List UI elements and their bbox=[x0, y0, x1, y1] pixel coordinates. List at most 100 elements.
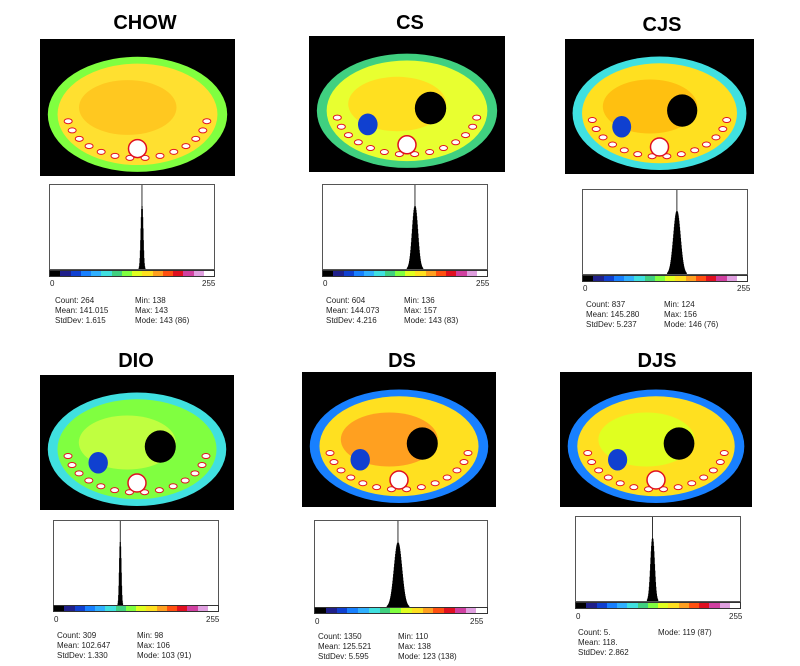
colorbar bbox=[582, 275, 748, 282]
histogram-bar bbox=[143, 263, 145, 269]
air-pocket bbox=[667, 94, 698, 127]
panel-title: CHOW bbox=[113, 12, 177, 34]
colorbar-swatch bbox=[101, 271, 112, 276]
rib bbox=[718, 126, 728, 133]
rib bbox=[74, 135, 84, 142]
ct-scan-image bbox=[309, 36, 505, 172]
colorbar-swatch bbox=[121, 271, 132, 276]
colorbar-swatch bbox=[624, 276, 635, 281]
rib bbox=[96, 483, 106, 490]
colorbar-swatch bbox=[197, 606, 208, 611]
organ-region bbox=[79, 80, 177, 135]
rib bbox=[325, 450, 335, 457]
colorbar-swatch bbox=[422, 608, 434, 613]
tick-label-max: 255 bbox=[206, 615, 220, 624]
stat-mean: Mean: 141.015 bbox=[55, 306, 109, 315]
ct-scan-graphic bbox=[316, 53, 498, 168]
rib bbox=[598, 134, 608, 141]
vertebra bbox=[397, 135, 417, 155]
rib bbox=[353, 139, 363, 146]
histogram-bar bbox=[121, 600, 123, 605]
tick-label-min: 0 bbox=[576, 612, 581, 621]
colorbar-swatch bbox=[678, 603, 689, 608]
colorbar-swatch bbox=[364, 271, 375, 276]
colorbar-swatch bbox=[187, 606, 198, 611]
rib bbox=[711, 134, 721, 141]
colorbar-swatch bbox=[736, 276, 747, 281]
rib bbox=[690, 147, 700, 154]
colorbar-swatch bbox=[125, 606, 136, 611]
colorbar-swatch bbox=[466, 271, 477, 276]
rib bbox=[168, 483, 178, 490]
panel-title: CJS bbox=[642, 14, 682, 36]
colorbar-swatch bbox=[433, 608, 444, 613]
rib bbox=[463, 450, 473, 457]
rib bbox=[472, 114, 482, 121]
rib bbox=[442, 474, 452, 481]
tick-label-min: 0 bbox=[54, 615, 59, 624]
tick-label-min: 0 bbox=[583, 284, 588, 293]
colorbar-swatch bbox=[596, 603, 607, 608]
colorbar-swatch bbox=[95, 606, 106, 611]
colorbar-swatch bbox=[136, 606, 147, 611]
rib bbox=[96, 148, 106, 155]
rib bbox=[110, 487, 120, 494]
tick-label-min: 0 bbox=[50, 279, 55, 288]
rib bbox=[155, 152, 165, 159]
stat-count: Count: 5. bbox=[578, 628, 611, 637]
colorbar-swatch bbox=[668, 603, 679, 608]
rib bbox=[425, 149, 435, 156]
rib bbox=[63, 453, 73, 460]
colorbar-swatch bbox=[70, 271, 81, 276]
rib bbox=[125, 154, 135, 161]
colorbar-swatch bbox=[719, 603, 730, 608]
colorbar-swatch bbox=[193, 271, 204, 276]
stat-mean: Mean: 145.280 bbox=[586, 310, 640, 319]
colorbar-swatch bbox=[343, 271, 354, 276]
fat-region bbox=[612, 115, 632, 138]
histogram-bar bbox=[144, 266, 146, 269]
rib bbox=[190, 470, 200, 477]
colorbar-swatch bbox=[336, 608, 348, 613]
colorbar-swatch bbox=[315, 608, 326, 613]
rib bbox=[154, 487, 164, 494]
panel-title: CS bbox=[396, 12, 424, 34]
tick-label-max: 255 bbox=[476, 279, 490, 288]
fat-region bbox=[350, 448, 370, 471]
rib bbox=[587, 117, 597, 124]
histogram-bar bbox=[121, 603, 124, 605]
colorbar-swatch bbox=[207, 606, 218, 611]
rib bbox=[430, 480, 440, 487]
rib bbox=[336, 467, 346, 474]
rib bbox=[583, 450, 593, 457]
colorbar-swatch bbox=[627, 603, 638, 608]
stats-block: Count: 604 Mean: 144.073 StdDev: 4.216 M… bbox=[326, 296, 496, 328]
ct-scan-image bbox=[40, 375, 234, 510]
rib bbox=[722, 117, 732, 124]
stat-mode: Mode: 103 (91) bbox=[137, 651, 192, 660]
rib bbox=[615, 480, 625, 487]
colorbar-swatch bbox=[675, 276, 686, 281]
rib bbox=[332, 114, 342, 121]
stat-count: Count: 264 bbox=[55, 296, 95, 305]
stat-min: Min: 136 bbox=[404, 296, 435, 305]
histogram-bar bbox=[408, 605, 410, 607]
colorbar-swatch bbox=[347, 608, 358, 613]
rib bbox=[169, 148, 179, 155]
colorbar-swatch bbox=[454, 608, 466, 613]
colorbar-swatch bbox=[152, 271, 163, 276]
rib bbox=[74, 470, 84, 477]
stat-stddev: StdDev: 4.216 bbox=[326, 316, 377, 325]
colorbar-swatch bbox=[706, 276, 717, 281]
histogram bbox=[314, 520, 488, 608]
rib bbox=[468, 123, 478, 130]
rib bbox=[198, 127, 208, 134]
rib bbox=[459, 459, 469, 466]
panel-title: DS bbox=[388, 350, 416, 372]
tick-label-max: 255 bbox=[729, 612, 743, 621]
rib bbox=[699, 474, 709, 481]
colorbar-swatch bbox=[644, 276, 655, 281]
rib bbox=[140, 154, 150, 161]
colorbar bbox=[575, 602, 741, 609]
colorbar-swatch bbox=[576, 603, 587, 608]
